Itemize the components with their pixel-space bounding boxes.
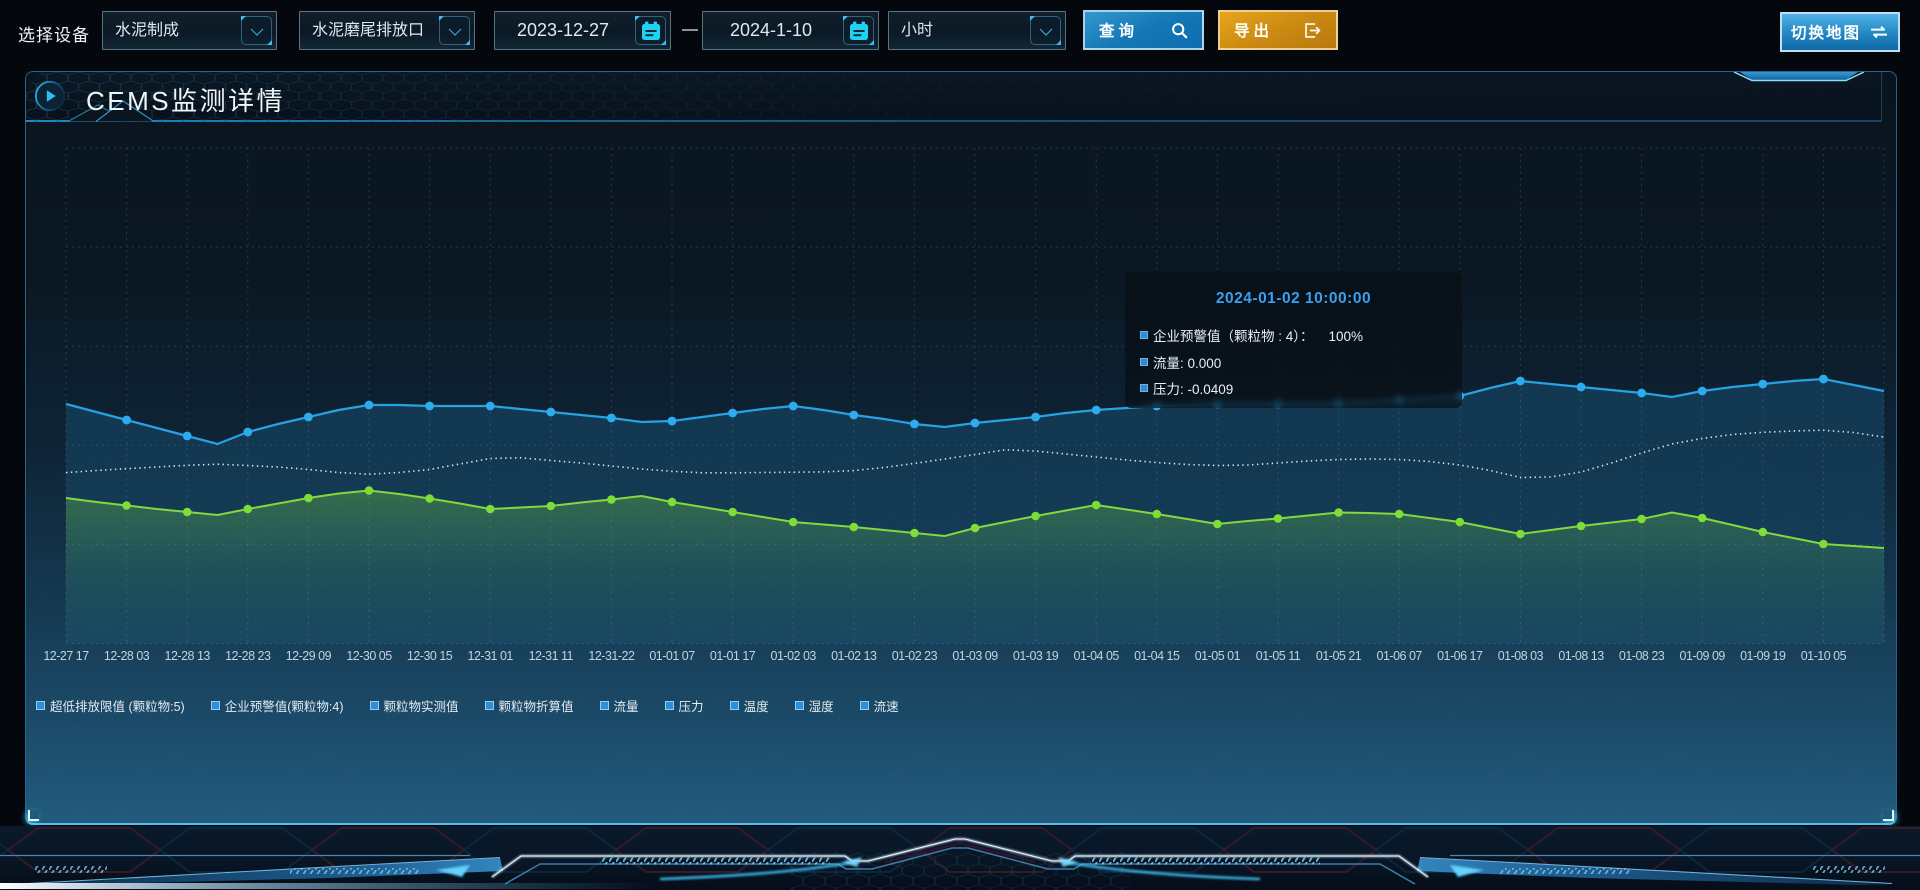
svg-text:01-05 11: 01-05 11 bbox=[1256, 649, 1301, 663]
svg-text:01-05 21: 01-05 21 bbox=[1316, 649, 1362, 663]
svg-text:01-08 03: 01-08 03 bbox=[1498, 649, 1544, 663]
svg-text:01-02 23: 01-02 23 bbox=[892, 649, 938, 663]
svg-text:01-06 07: 01-06 07 bbox=[1377, 649, 1423, 663]
svg-text:01-02 03: 01-02 03 bbox=[771, 649, 817, 663]
svg-text:01-06 17: 01-06 17 bbox=[1437, 649, 1483, 663]
svg-text:01-03 09: 01-03 09 bbox=[952, 649, 998, 663]
svg-text:12-31-22: 12-31-22 bbox=[588, 649, 635, 663]
svg-text:01-10 05: 01-10 05 bbox=[1801, 649, 1847, 663]
svg-text:12-31 01: 12-31 01 bbox=[468, 649, 514, 663]
svg-text:01-03 19: 01-03 19 bbox=[1013, 649, 1059, 663]
svg-text:01-09 09: 01-09 09 bbox=[1680, 649, 1726, 663]
svg-text:01-08 23: 01-08 23 bbox=[1619, 649, 1665, 663]
svg-text:01-04 15: 01-04 15 bbox=[1134, 649, 1180, 663]
svg-text:12-29 09: 12-29 09 bbox=[286, 649, 332, 663]
svg-text:12-28 03: 12-28 03 bbox=[104, 649, 150, 663]
svg-text:01-01 07: 01-01 07 bbox=[649, 649, 695, 663]
svg-text:12-28 13: 12-28 13 bbox=[165, 649, 211, 663]
svg-text:01-09 19: 01-09 19 bbox=[1740, 649, 1786, 663]
svg-text:12-30 05: 12-30 05 bbox=[346, 649, 392, 663]
svg-text:12-28 23: 12-28 23 bbox=[225, 649, 271, 663]
svg-text:01-04 05: 01-04 05 bbox=[1074, 649, 1120, 663]
svg-text:12-27 17: 12-27 17 bbox=[43, 649, 89, 663]
svg-text:01-01 17: 01-01 17 bbox=[710, 649, 756, 663]
svg-text:01-05 01: 01-05 01 bbox=[1195, 649, 1241, 663]
svg-text:12-31 11: 12-31 11 bbox=[529, 649, 574, 663]
svg-text:01-08 13: 01-08 13 bbox=[1558, 649, 1604, 663]
svg-text:12-30 15: 12-30 15 bbox=[407, 649, 453, 663]
svg-text:01-02 13: 01-02 13 bbox=[831, 649, 877, 663]
